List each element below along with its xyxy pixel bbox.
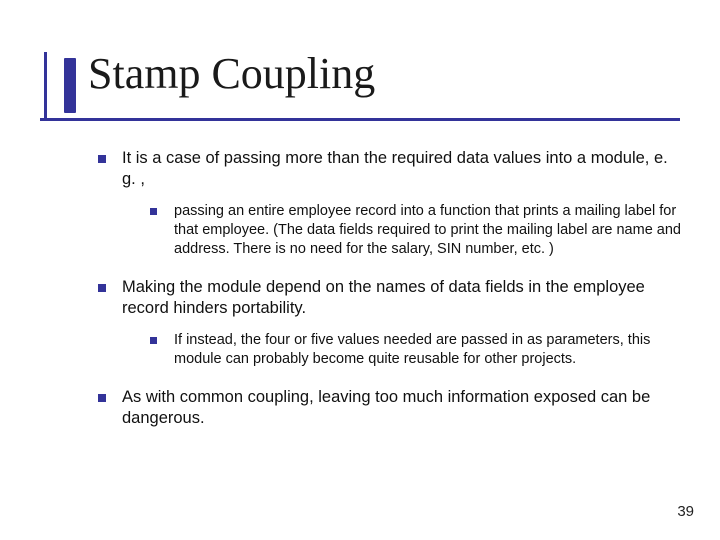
bullet-level2: passing an entire employee record into a… <box>148 202 686 259</box>
bullet-text: If instead, the four or five values need… <box>174 332 650 367</box>
bullet-text: It is a case of passing more than the re… <box>122 149 668 188</box>
slide-title: Stamp Coupling <box>88 48 375 99</box>
bullet-text: As with common coupling, leaving too muc… <box>122 388 650 427</box>
accent-horizontal-rule <box>40 118 680 121</box>
bullet-level1: As with common coupling, leaving too muc… <box>96 387 686 429</box>
accent-vertical-bar <box>44 52 47 120</box>
accent-thick-bar <box>64 58 76 113</box>
page-number: 39 <box>677 503 694 520</box>
slide: Stamp Coupling It is a case of passing m… <box>0 0 720 540</box>
bullet-level2: If instead, the four or five values need… <box>148 331 686 369</box>
bullet-text: Making the module depend on the names of… <box>122 278 645 317</box>
bullet-text: passing an entire employee record into a… <box>174 203 681 257</box>
bullet-level1: It is a case of passing more than the re… <box>96 148 686 259</box>
bullet-level1: Making the module depend on the names of… <box>96 277 686 369</box>
slide-body: It is a case of passing more than the re… <box>96 148 686 445</box>
